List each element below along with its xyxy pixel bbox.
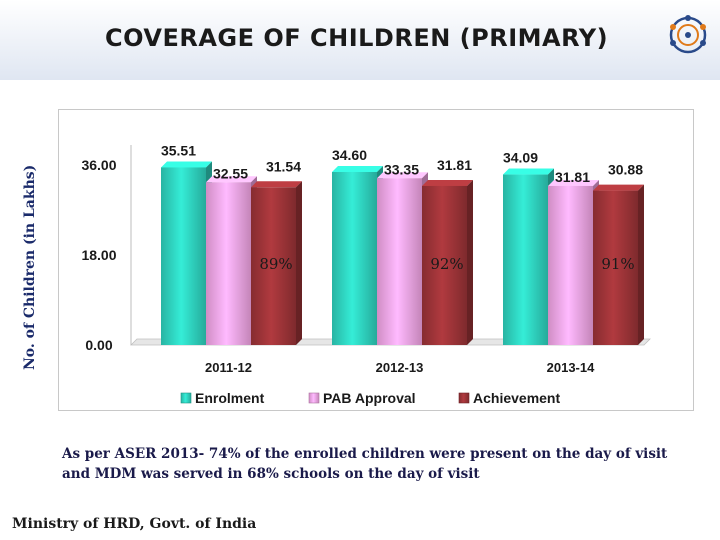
bar-top (206, 176, 257, 183)
data-label: 32.55 (213, 165, 248, 181)
legend-label: PAB Approval (323, 390, 416, 406)
bar-top (593, 184, 644, 191)
bar-enrolment-2013-14 (503, 174, 548, 345)
legend-swatch (180, 392, 192, 404)
bar-pab-approval-2011-12 (206, 182, 251, 345)
bar-top (377, 172, 428, 179)
y-axis-label: No. of Children (in Lakhs) (22, 164, 38, 370)
ministry-logo-icon (669, 15, 707, 54)
data-label: 34.09 (503, 150, 538, 166)
bar-enrolment-2011-12 (161, 167, 206, 345)
aser-note: As per ASER 2013- 74% of the enrolled ch… (62, 446, 668, 482)
achievement-percentage: 92% (430, 255, 463, 273)
footer-text: Ministry of HRD, Govt. of India (12, 516, 257, 532)
bar-pab-approval-2012-13 (377, 178, 422, 345)
legend-label: Enrolment (195, 390, 265, 406)
bar-top (422, 179, 473, 186)
data-label: 31.81 (555, 169, 590, 185)
y-tick-label: 18.00 (81, 247, 116, 263)
bar-top (548, 179, 599, 186)
slide-title: COVERAGE OF CHILDREN (PRIMARY) (105, 24, 609, 52)
achievement-percentage: 89% (259, 255, 292, 273)
y-tick-label: 0.00 (85, 337, 112, 353)
chart-container: 0.00 18.00 36.00 35.51 32.55 31.54 89% 2011-12 3… (58, 109, 694, 411)
bar-achievement-2012-13 (422, 185, 467, 345)
x-tick-label: 2013-14 (547, 360, 595, 375)
achievement-percentage: 91% (601, 255, 634, 273)
bar-top (332, 166, 383, 172)
data-label: 33.35 (384, 161, 419, 177)
legend-swatch (308, 392, 320, 404)
bar-enrolment-2012-13 (332, 172, 377, 345)
bar-side (467, 179, 473, 345)
bar-top (503, 168, 554, 175)
bar-chart: 0.00 18.00 36.00 35.51 32.55 31.54 89% 2011-12 3… (81, 142, 651, 406)
bar-top (161, 161, 212, 168)
bar-top (251, 181, 302, 188)
data-label: 34.60 (332, 147, 367, 163)
x-tick-label: 2011-12 (205, 360, 252, 375)
bar-achievement-2013-14 (593, 190, 638, 345)
y-tick-label: 36.00 (81, 157, 116, 173)
slide-header (0, 0, 720, 80)
bar-pab-approval-2013-14 (548, 185, 593, 345)
legend-swatch (458, 392, 470, 404)
data-label: 30.88 (608, 162, 643, 178)
bar-achievement-2011-12 (251, 187, 296, 345)
bar-side (296, 181, 302, 345)
data-label: 35.51 (161, 142, 196, 158)
data-label: 31.54 (266, 158, 301, 174)
legend-label: Achievement (473, 390, 560, 406)
x-tick-label: 2012-13 (376, 360, 424, 375)
bar-side (638, 184, 644, 345)
data-label: 31.81 (437, 157, 472, 173)
